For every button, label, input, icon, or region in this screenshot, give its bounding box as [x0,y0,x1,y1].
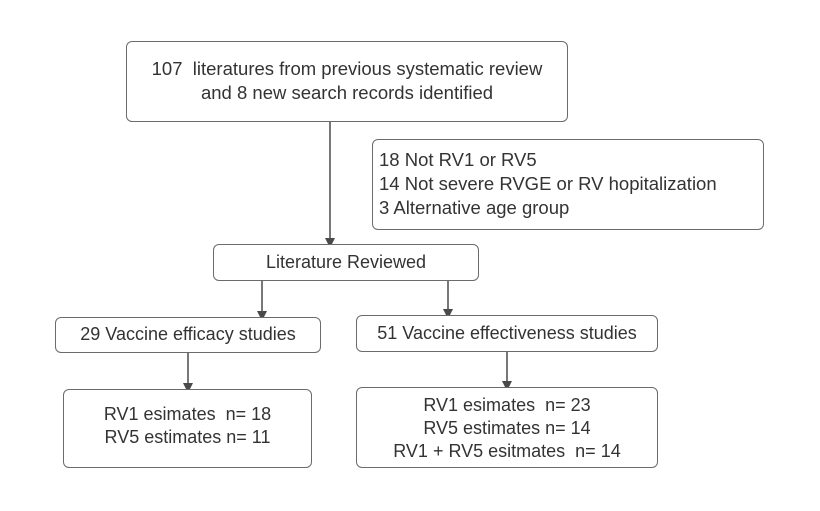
efficacy-estimate-rv5: RV5 estimates n= 11 [104,427,271,447]
exclusions-box: 18 Not RV1 or RV5 14 Not severe RVGE or … [372,139,764,230]
exclusion-line-2: 14 Not severe RVGE or RV hopitalization [379,173,717,194]
efficacy-estimates-box: RV1 esimates n= 18 RV5 estimates n= 11 [63,389,312,468]
effectiveness-estimates-box: RV1 esimates n= 23 RV5 estimates n= 14 R… [356,387,658,468]
effectiveness-estimate-rv5: RV5 estimates n= 14 [423,418,591,438]
source-line-2: and 8 new search records identified [200,82,494,103]
exclusion-line-3: 3 Alternative age group [379,197,570,218]
source-line-1: 107 literatures from previous systematic… [151,58,543,79]
source-records-box: 107 literatures from previous systematic… [126,41,568,122]
efficacy-studies-label: 29 Vaccine efficacy studies [80,324,296,344]
effectiveness-studies-label: 51 Vaccine effectiveness studies [377,323,637,343]
literature-reviewed-box: Literature Reviewed [213,244,479,281]
efficacy-estimate-rv1: RV1 esimates n= 18 [103,404,272,424]
effectiveness-estimate-combined: RV1 + RV5 esitmates n= 14 [393,441,621,461]
exclusion-line-1: 18 Not RV1 or RV5 [379,149,537,170]
effectiveness-estimate-rv1: RV1 esimates n= 23 [423,395,591,415]
literature-reviewed-label: Literature Reviewed [265,252,427,272]
efficacy-studies-box: 29 Vaccine efficacy studies [55,317,321,353]
effectiveness-studies-box: 51 Vaccine effectiveness studies [356,315,658,352]
